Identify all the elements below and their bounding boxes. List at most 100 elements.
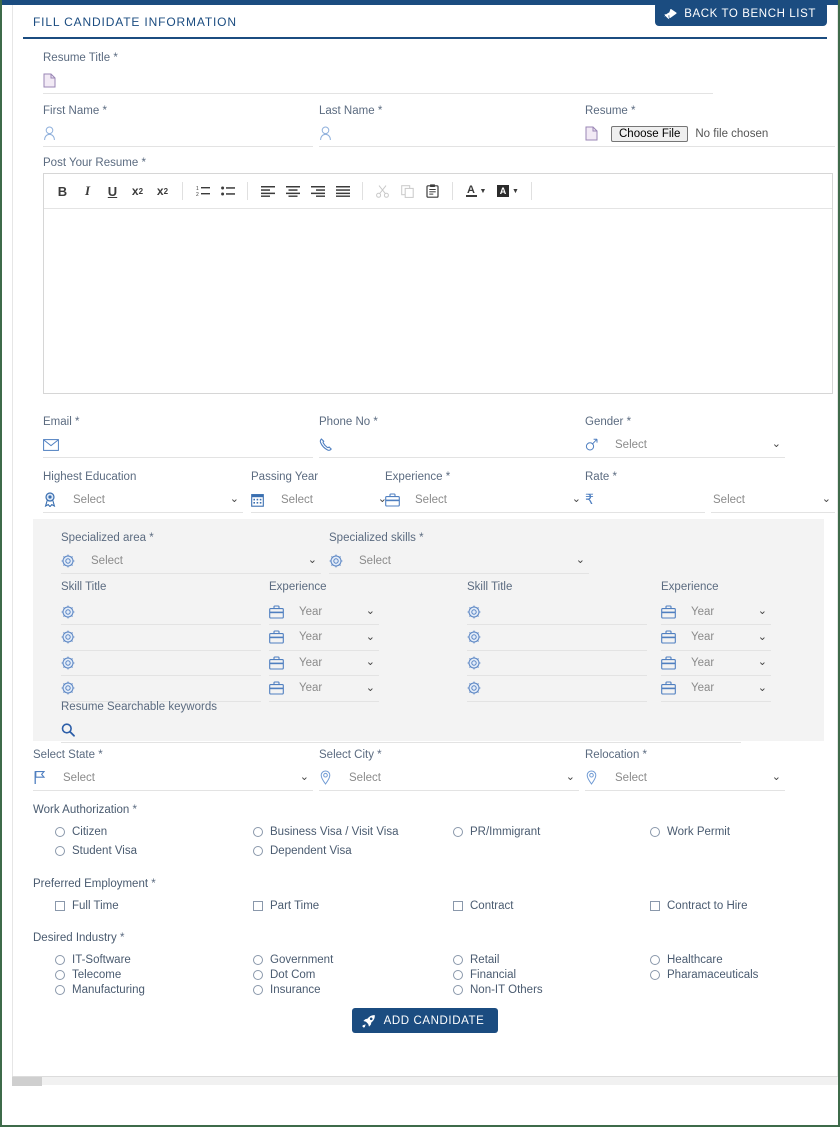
skill-title-input-left-2[interactable] [61,624,261,651]
skill-title-input-left-4[interactable] [61,675,261,702]
radio-option-retail[interactable]: Retail [453,954,499,966]
checkbox-icon[interactable] [55,901,65,911]
email-input[interactable] [69,432,313,457]
radio-button-icon[interactable] [650,827,660,837]
rate-input[interactable] [611,487,769,512]
skill-title-field[interactable] [493,675,651,701]
resume-title-control[interactable] [43,68,713,94]
radio-button-icon[interactable] [253,846,263,856]
skill-title-input-left-1[interactable] [61,599,261,625]
checkbox-option-contract-to-hire[interactable]: Contract to Hire [650,900,748,912]
radio-button-icon[interactable] [253,985,263,995]
text-color-button[interactable]: A ▼ [465,184,487,197]
align-right-button[interactable] [305,179,330,204]
skill-title-field[interactable] [493,599,651,624]
radio-option-pharamaceuticals[interactable]: Pharamaceuticals [650,969,758,981]
bulleted-list-button[interactable] [215,179,240,204]
checkbox-option-part-time[interactable]: Part Time [253,900,319,912]
email-control[interactable] [43,432,313,458]
horizontal-scrollbar[interactable] [12,1076,838,1086]
highest-education-select[interactable]: Select ⌄ [43,487,243,513]
rate-control[interactable]: ₹ [585,487,769,513]
radio-option-manufacturing[interactable]: Manufacturing [55,984,145,996]
checkbox-icon[interactable] [453,901,463,911]
checkbox-option-contract[interactable]: Contract [453,900,513,912]
searchable-keywords-input[interactable] [87,717,741,742]
skill-experience-select-right-3[interactable]: Year ⌄ [661,650,771,676]
radio-option-dependent-visa[interactable]: Dependent Visa [253,845,352,857]
radio-option-student-visa[interactable]: Student Visa [55,845,137,857]
skill-experience-select-right-4[interactable]: Year ⌄ [661,676,771,702]
italic-button[interactable]: I [84,183,91,198]
select-city-dropdown[interactable]: Select ⌄ [319,765,579,791]
radio-option-insurance[interactable]: Insurance [253,984,321,996]
phone-input[interactable] [345,432,589,457]
specialized-area-select[interactable]: Select ⌄ [61,548,321,574]
radio-button-icon[interactable] [453,955,463,965]
radio-option-pr-immigrant[interactable]: PR/Immigrant [453,826,540,838]
radio-button-icon[interactable] [253,970,263,980]
radio-button-icon[interactable] [55,846,65,856]
skill-title-input-left-3[interactable] [61,650,261,676]
radio-option-financial[interactable]: Financial [453,969,516,981]
radio-button-icon[interactable] [453,985,463,995]
resume-title-input[interactable] [69,68,713,93]
skill-title-input-right-4[interactable] [467,675,651,702]
first-name-input[interactable] [69,121,313,146]
scrollbar-thumb[interactable] [12,1077,42,1086]
skill-title-field[interactable] [493,650,651,675]
skill-experience-select-left-4[interactable]: Year ⌄ [269,676,379,702]
passing-year-select[interactable]: Select ⌄ [251,487,391,513]
skill-experience-select-right-2[interactable]: Year ⌄ [661,625,771,651]
radio-button-icon[interactable] [453,970,463,980]
skill-experience-select-left-3[interactable]: Year ⌄ [269,650,379,676]
checkbox-option-full-time[interactable]: Full Time [55,900,119,912]
skill-title-input-right-2[interactable] [467,624,651,651]
gender-select[interactable]: Select ⌄ [585,432,785,458]
add-candidate-button[interactable]: ADD CANDIDATE [351,1008,499,1033]
searchable-keywords-control[interactable] [61,717,741,743]
last-name-input[interactable] [345,121,589,146]
bold-button[interactable]: B [57,183,68,199]
first-name-control[interactable] [43,121,313,147]
last-name-control[interactable] [319,121,589,147]
radio-option-healthcare[interactable]: Healthcare [650,954,723,966]
rate-unit-select[interactable]: Select ⌄ [711,487,835,513]
radio-option-non-it-others[interactable]: Non-IT Others [453,984,543,996]
skill-experience-select-left-1[interactable]: Year ⌄ [269,599,379,625]
radio-option-citizen[interactable]: Citizen [55,826,107,838]
align-justify-button[interactable] [330,179,355,204]
radio-button-icon[interactable] [453,827,463,837]
align-center-button[interactable] [280,179,305,204]
radio-option-dot-com[interactable]: Dot Com [253,969,315,981]
radio-button-icon[interactable] [55,970,65,980]
radio-option-business-visa-visit-visa[interactable]: Business Visa / Visit Visa [253,826,398,838]
select-state-dropdown[interactable]: Select ⌄ [33,765,313,791]
align-left-button[interactable] [255,179,280,204]
paste-button[interactable] [420,179,445,204]
skill-title-field[interactable] [87,650,261,675]
radio-button-icon[interactable] [253,955,263,965]
specialized-skills-select[interactable]: Select ⌄ [329,548,589,574]
radio-option-it-software[interactable]: IT-Software [55,954,131,966]
radio-option-government[interactable]: Government [253,954,333,966]
radio-option-work-permit[interactable]: Work Permit [650,826,730,838]
radio-button-icon[interactable] [650,955,660,965]
skill-title-field[interactable] [87,599,261,624]
skill-experience-select-right-1[interactable]: Year ⌄ [661,599,771,625]
skill-title-field[interactable] [493,624,651,650]
editor-content-area[interactable] [44,209,832,393]
background-color-button[interactable]: A ▼ [492,179,524,204]
phone-control[interactable] [319,432,589,458]
resume-upload-control[interactable]: Choose File No file chosen [585,121,835,147]
choose-file-button[interactable]: Choose File [611,125,689,142]
back-to-bench-list-button[interactable]: BACK TO BENCH LIST [655,5,827,26]
skill-title-field[interactable] [87,624,261,650]
radio-button-icon[interactable] [55,827,65,837]
experience-select[interactable]: Select ⌄ [385,487,585,513]
skill-experience-select-left-2[interactable]: Year ⌄ [269,625,379,651]
radio-button-icon[interactable] [55,985,65,995]
